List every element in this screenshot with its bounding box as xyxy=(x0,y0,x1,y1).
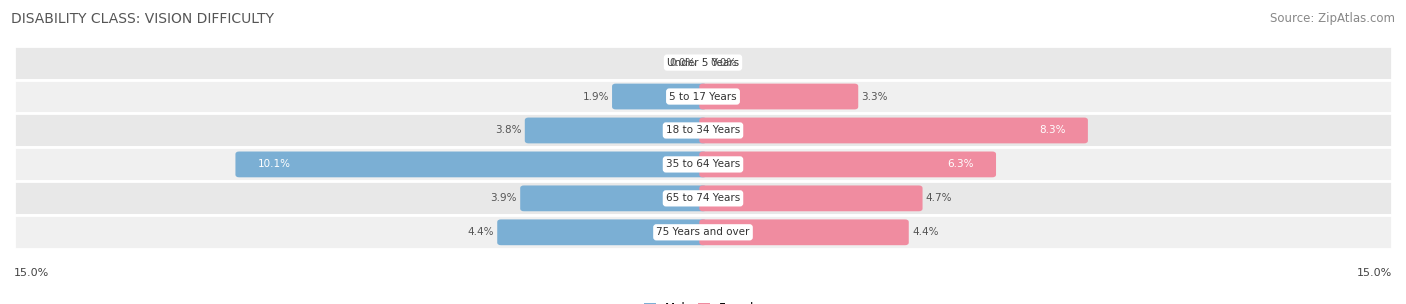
FancyBboxPatch shape xyxy=(699,151,995,177)
FancyBboxPatch shape xyxy=(699,118,1088,143)
Text: 8.3%: 8.3% xyxy=(1039,126,1066,136)
FancyBboxPatch shape xyxy=(699,84,858,109)
Text: 10.1%: 10.1% xyxy=(257,159,291,169)
Text: DISABILITY CLASS: VISION DIFFICULTY: DISABILITY CLASS: VISION DIFFICULTY xyxy=(11,12,274,26)
FancyBboxPatch shape xyxy=(235,151,707,177)
Text: Source: ZipAtlas.com: Source: ZipAtlas.com xyxy=(1270,12,1395,25)
Text: 3.8%: 3.8% xyxy=(495,126,522,136)
FancyBboxPatch shape xyxy=(520,185,707,211)
Text: 0.0%: 0.0% xyxy=(710,57,737,67)
Bar xyxy=(14,113,1392,147)
Text: 5 to 17 Years: 5 to 17 Years xyxy=(669,92,737,102)
FancyBboxPatch shape xyxy=(699,185,922,211)
FancyBboxPatch shape xyxy=(498,219,707,245)
FancyBboxPatch shape xyxy=(699,219,908,245)
FancyBboxPatch shape xyxy=(524,118,707,143)
Text: 3.3%: 3.3% xyxy=(862,92,889,102)
Text: Under 5 Years: Under 5 Years xyxy=(666,57,740,67)
Bar xyxy=(14,147,1392,181)
Text: 4.7%: 4.7% xyxy=(925,193,952,203)
Text: 15.0%: 15.0% xyxy=(1357,268,1392,278)
Text: 4.4%: 4.4% xyxy=(468,227,494,237)
Bar xyxy=(14,181,1392,215)
Bar xyxy=(14,215,1392,249)
Text: 6.3%: 6.3% xyxy=(948,159,974,169)
Text: 15.0%: 15.0% xyxy=(14,268,49,278)
Text: 0.0%: 0.0% xyxy=(669,57,696,67)
Text: 65 to 74 Years: 65 to 74 Years xyxy=(666,193,740,203)
Text: 18 to 34 Years: 18 to 34 Years xyxy=(666,126,740,136)
Text: 35 to 64 Years: 35 to 64 Years xyxy=(666,159,740,169)
FancyBboxPatch shape xyxy=(612,84,707,109)
Text: 3.9%: 3.9% xyxy=(491,193,517,203)
Text: 4.4%: 4.4% xyxy=(912,227,938,237)
Text: 1.9%: 1.9% xyxy=(582,92,609,102)
Bar xyxy=(14,46,1392,80)
Bar xyxy=(14,80,1392,113)
Text: 75 Years and over: 75 Years and over xyxy=(657,227,749,237)
Legend: Male, Female: Male, Female xyxy=(644,302,762,304)
